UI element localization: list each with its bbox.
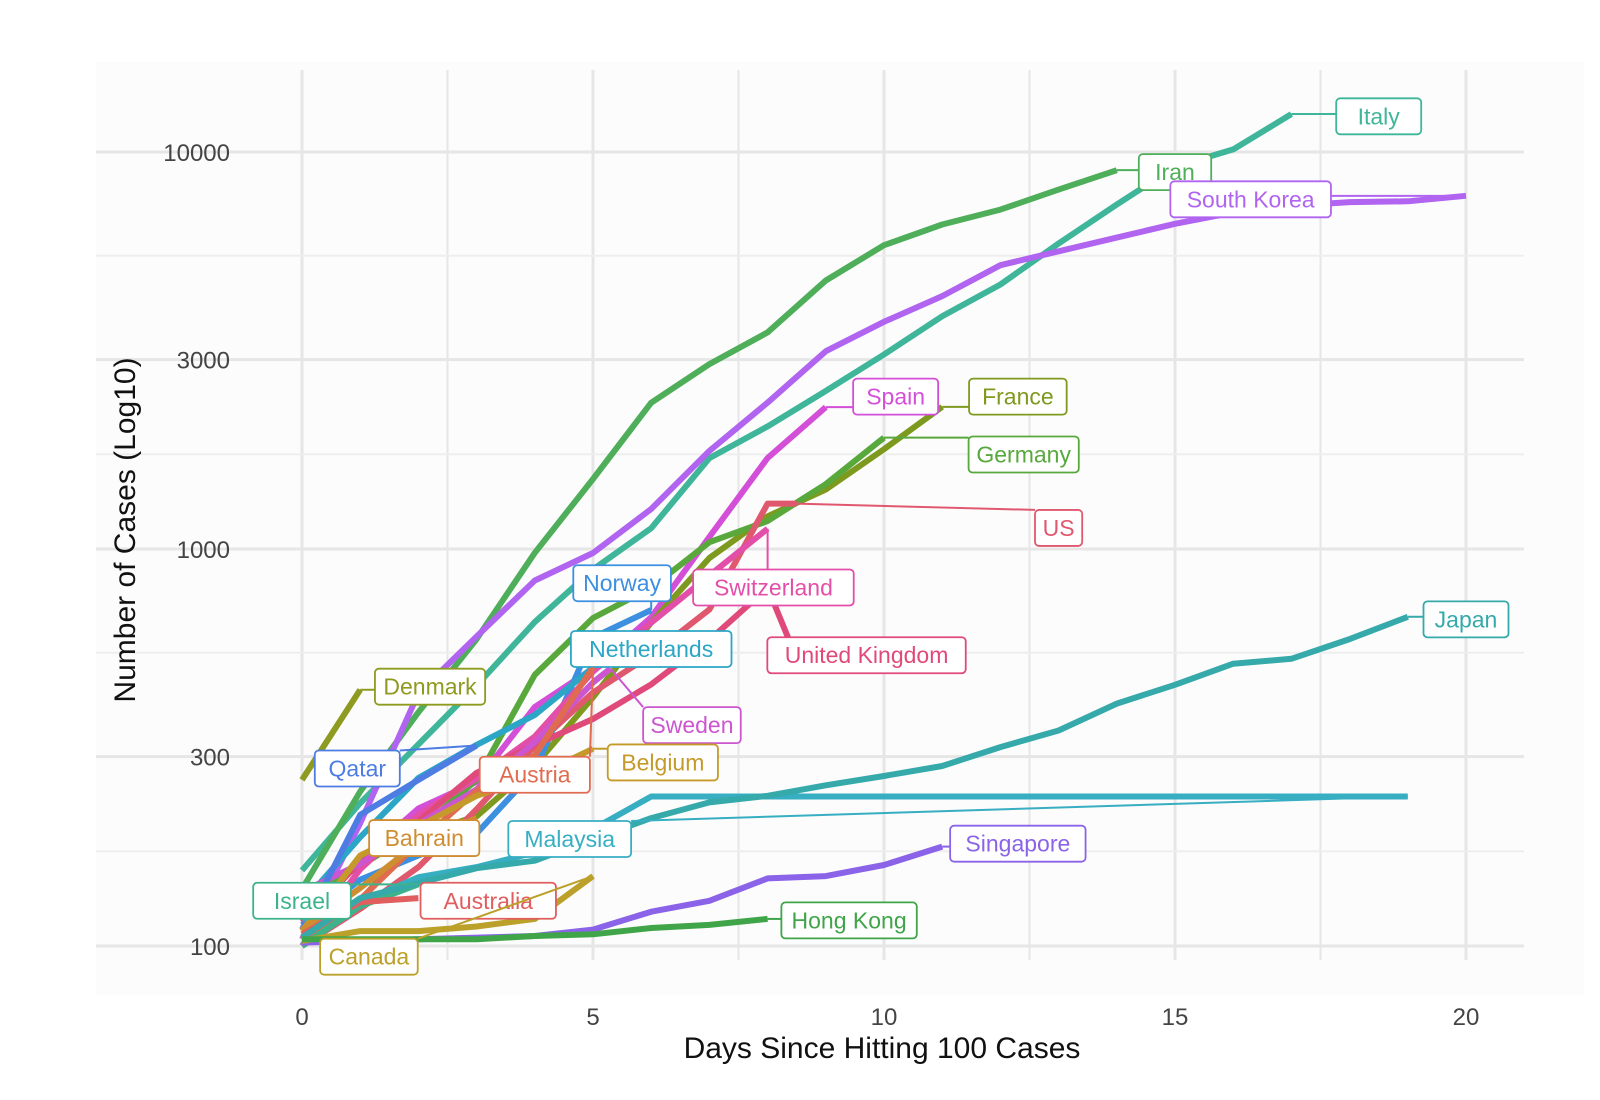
- label-box-sweden: [642, 706, 742, 745]
- label-box-spain: [852, 377, 940, 416]
- label-box-australia: [419, 881, 557, 920]
- series-label-malaysia: Malaysia: [524, 826, 615, 852]
- label-box-israel: [252, 881, 352, 920]
- series-label-israel: Israel: [274, 888, 330, 914]
- plot-panel: [96, 62, 1584, 995]
- label-leader-canada: [417, 875, 594, 940]
- series-label-hong-kong: Hong Kong: [792, 907, 907, 933]
- label-leader-us: [796, 502, 1036, 511]
- y-tick-label: 10000: [163, 140, 230, 167]
- label-box-denmark: [374, 667, 487, 706]
- x-tick-label: 10: [871, 1004, 898, 1031]
- series-label-belgium: Belgium: [621, 749, 704, 775]
- label-box-germany: [967, 435, 1080, 474]
- label-box-austria: [478, 755, 591, 794]
- label-box-bahrain: [368, 819, 481, 857]
- x-tick-label: 20: [1453, 1004, 1480, 1031]
- label-box-singapore: [949, 824, 1087, 863]
- series-line-denmark: [299, 688, 363, 782]
- x-axis-title: Days Since Hitting 100 Cases: [684, 1032, 1081, 1065]
- label-box-us: [1034, 509, 1084, 547]
- label-leader-qatar: [399, 744, 477, 752]
- series-label-united-kingdom: United Kingdom: [785, 642, 949, 668]
- series-line-japan: [300, 613, 1409, 941]
- series-label-italy: Italy: [1358, 103, 1401, 129]
- series-label-germany: Germany: [976, 441, 1071, 467]
- label-box-france: [968, 377, 1068, 416]
- x-tick-label: 15: [1162, 1004, 1189, 1031]
- x-tick-label: 0: [295, 1004, 308, 1031]
- label-leader-malaysia: [631, 795, 1408, 823]
- label-box-qatar: [313, 749, 401, 788]
- label-box-united-kingdom: [766, 636, 967, 675]
- series-line-israel: [300, 881, 420, 949]
- label-box-canada: [319, 937, 419, 976]
- series-label-denmark: Denmark: [383, 674, 477, 700]
- label-box-netherlands: [570, 630, 733, 668]
- y-tick-label: 100: [190, 934, 230, 961]
- label-box-italy: [1335, 97, 1423, 136]
- series-label-austria: Austria: [499, 762, 571, 788]
- label-box-japan: [1422, 600, 1510, 639]
- series-label-sweden: Sweden: [650, 712, 733, 738]
- label-leader-sweden: [609, 667, 644, 708]
- x-tick-label: 5: [586, 1004, 599, 1031]
- label-box-hong-kong: [780, 901, 918, 940]
- y-axis-title: Number of Cases (Log10): [109, 357, 142, 702]
- y-tick-label: 3000: [177, 348, 230, 375]
- series-label-south-korea: South Korea: [1187, 186, 1315, 212]
- series-label-bahrain: Bahrain: [385, 825, 464, 851]
- series-label-qatar: Qatar: [329, 755, 387, 781]
- series-label-japan: Japan: [1435, 606, 1498, 632]
- series-line-qatar: [299, 742, 479, 931]
- series-label-us: US: [1043, 515, 1075, 541]
- series-label-norway: Norway: [583, 570, 661, 596]
- y-tick-label: 1000: [177, 537, 230, 564]
- series-label-canada: Canada: [329, 944, 410, 970]
- label-box-switzerland: [692, 568, 855, 607]
- label-box-malaysia: [507, 820, 633, 858]
- series-label-singapore: Singapore: [965, 831, 1070, 857]
- series-label-switzerland: Switzerland: [714, 574, 833, 600]
- series-label-spain: Spain: [866, 384, 925, 410]
- series-label-france: France: [982, 384, 1054, 410]
- label-box-belgium: [606, 743, 719, 782]
- y-tick-label: 300: [190, 745, 230, 772]
- label-box-norway: [572, 564, 672, 603]
- label-leader-austria: [588, 667, 594, 757]
- series-label-australia: Australia: [443, 888, 533, 914]
- series-label-netherlands: Netherlands: [589, 636, 713, 662]
- label-box-south-korea: [1169, 180, 1332, 219]
